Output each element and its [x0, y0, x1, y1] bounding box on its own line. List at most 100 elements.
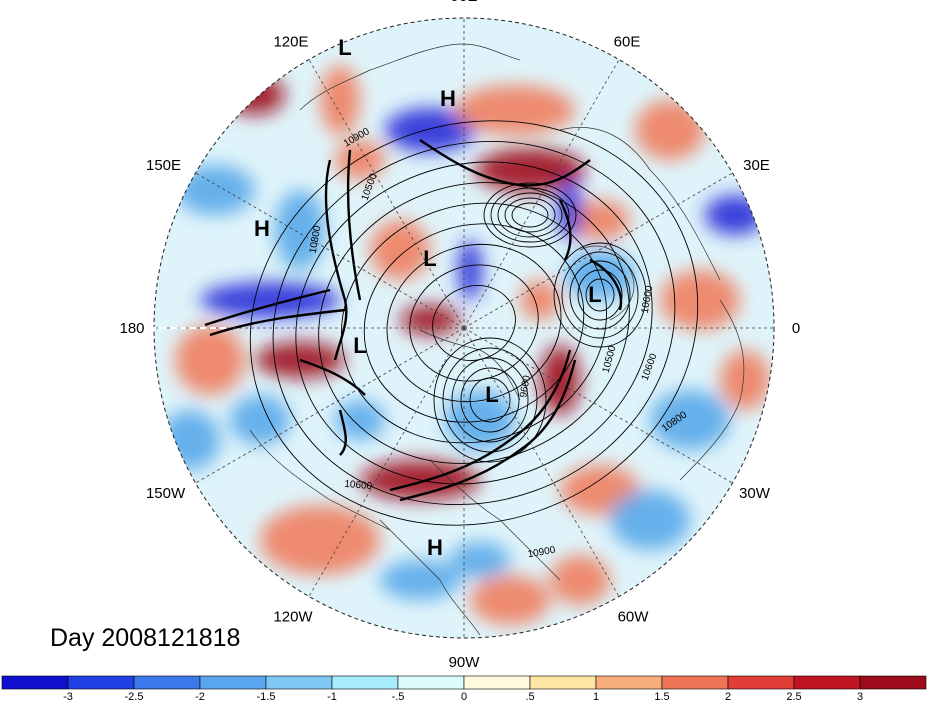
coastline	[679, 299, 745, 481]
colorbar-tick-label: 1.5	[654, 691, 669, 702]
height-contour	[433, 337, 547, 463]
jet-contour	[558, 199, 572, 261]
height-contour	[483, 182, 577, 248]
colorbar-tick-label: -2	[195, 691, 205, 702]
contour-value-label: 10600	[640, 284, 656, 314]
height-contour	[386, 243, 562, 403]
day-label: Day 2008121818	[50, 624, 240, 652]
longitude-label: 60W	[618, 608, 650, 625]
jet-contour	[399, 359, 577, 502]
high-pressure-label: H	[254, 216, 270, 241]
longitude-label: 30W	[739, 485, 771, 502]
jet-contour	[389, 349, 572, 492]
height-contour	[504, 197, 556, 233]
jet-contour	[338, 409, 347, 456]
anomaly-patch	[445, 390, 515, 450]
coastline	[559, 127, 721, 281]
jet-contour	[419, 139, 591, 187]
height-contour	[460, 367, 520, 433]
longitude-label: 60E	[614, 34, 641, 51]
meridian-line	[308, 59, 465, 329]
anomaly-patch	[610, 490, 690, 550]
jet-contour	[299, 358, 366, 396]
contour-value-label: 10800	[308, 224, 324, 254]
jet-contour	[209, 308, 346, 337]
colorbar-swatch	[265, 675, 333, 690]
anomaly-patch	[635, 100, 705, 160]
colorbar-swatch	[463, 675, 531, 690]
jet-contours	[204, 139, 623, 502]
colorbar-tick-label: 0	[461, 691, 467, 702]
jet-contour	[346, 149, 362, 301]
polar-map-disk	[150, 17, 775, 639]
anomaly-patch	[225, 75, 285, 115]
high-pressure-label: H	[427, 535, 443, 560]
anomaly-patch	[720, 350, 770, 410]
anomaly-patch	[570, 200, 630, 240]
height-contour	[318, 182, 630, 464]
longitude-label: 150W	[146, 485, 186, 502]
coastline	[579, 245, 635, 321]
anomaly-patch	[660, 270, 740, 330]
height-contour	[490, 187, 570, 243]
colorbar-tick-label: 3	[857, 691, 863, 702]
anomaly-patch	[550, 555, 610, 605]
height-contour	[585, 278, 615, 312]
colorbar-swatch	[133, 675, 201, 690]
meridian-line	[463, 327, 620, 597]
anomaly-patch	[458, 240, 482, 300]
anomaly-patch	[230, 395, 290, 445]
colorbar-swatch	[595, 675, 663, 690]
longitude-label: 120E	[273, 34, 308, 51]
longitude-label: 120W	[273, 608, 313, 625]
pressure-center-labels: L H H L L L L H	[254, 35, 602, 560]
low-pressure-label: L	[423, 246, 436, 271]
anomaly-patch	[200, 282, 340, 318]
coastlines	[249, 43, 745, 636]
colorbar-tick-label: 1	[593, 691, 599, 702]
longitude-labels: 90E 60E 30E 0 30W 60W 90W 120W 150W 180 150E 120E	[119, 0, 800, 671]
colorbar-swatch	[199, 675, 267, 690]
colorbar-swatch	[727, 675, 795, 690]
low-pressure-label: L	[353, 333, 366, 358]
colorbar-swatch	[529, 675, 597, 690]
colorbar-tick-label: 2	[725, 691, 731, 702]
colorbar-swatch	[859, 675, 927, 690]
colorbar-swatch	[67, 675, 135, 690]
height-contour	[497, 192, 563, 238]
height-contour	[409, 264, 539, 382]
colorbar-tick-label: 2.5	[786, 691, 801, 702]
meridian-line	[195, 172, 465, 329]
colorbar-tick-label: -2.5	[125, 691, 144, 702]
anomaly-patch	[260, 505, 380, 575]
height-contour	[249, 120, 699, 526]
longitude-label: 150E	[146, 157, 181, 174]
anomaly-patch	[470, 575, 550, 625]
low-pressure-label: L	[588, 282, 601, 307]
height-contour	[561, 251, 639, 339]
meridian-line	[463, 59, 620, 329]
height-contour	[295, 161, 653, 485]
colorbar-swatch	[331, 675, 399, 690]
height-contours	[249, 120, 699, 526]
anomaly-patch	[455, 85, 575, 135]
colorbar-tick-label: -1	[327, 691, 337, 702]
colorbar: -3 -2.5 -2 -1.5 -1 -.5 0 .5 1 1.5 2 2.5 3	[1, 675, 927, 702]
height-contour	[469, 377, 511, 423]
longitude-label: 90E	[451, 0, 478, 5]
height-contour	[363, 223, 585, 423]
height-contour	[569, 260, 631, 330]
jet-contour	[204, 288, 331, 327]
anomaly-patch	[320, 65, 360, 135]
anomaly-patch	[175, 325, 245, 395]
anomaly-patch	[650, 390, 730, 450]
height-contour	[451, 357, 529, 443]
anomaly-patch	[160, 410, 220, 470]
meridian-line	[308, 327, 465, 597]
meridian-line	[463, 327, 733, 484]
height-contour	[553, 242, 647, 348]
anomaly-patch	[275, 190, 325, 270]
jet-contour	[324, 159, 348, 361]
colorbar-swatch	[1, 675, 69, 690]
